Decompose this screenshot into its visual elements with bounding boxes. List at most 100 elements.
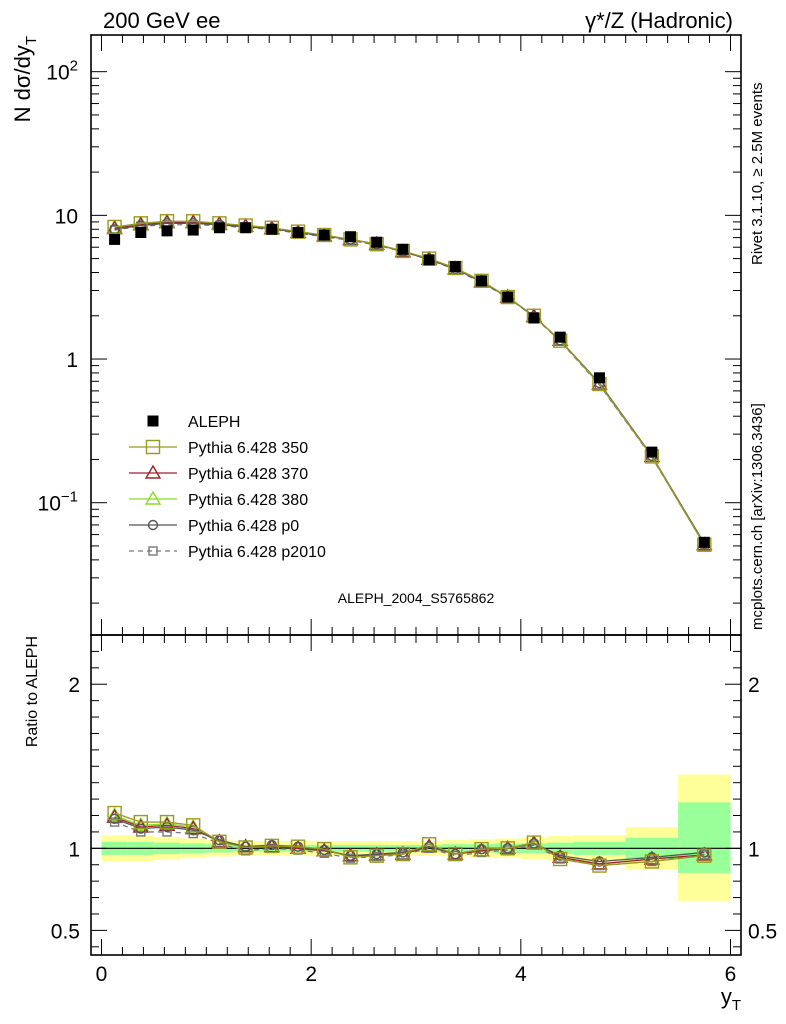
legend-label-data: ALEPH xyxy=(188,414,240,431)
point-data-9 xyxy=(344,231,356,243)
main-ytick-label-3: 102 xyxy=(46,58,78,85)
ratio-ytick-label-left-1: 1 xyxy=(68,838,80,861)
ratio-point-p350-3 xyxy=(186,818,201,833)
side-label-mcplots: mcplots.cern.ch [arXiv:1306.3436] xyxy=(749,403,766,630)
point-data-13 xyxy=(449,261,461,273)
legend-label-p370: Pythia 6.428 370 xyxy=(188,466,308,483)
point-data-2 xyxy=(161,225,173,237)
data-series xyxy=(106,213,713,873)
ratio-xlabel: yT xyxy=(721,984,741,1014)
point-data-19 xyxy=(646,446,658,458)
ratio-xtick-label-0: 0 xyxy=(96,963,108,986)
point-data-6 xyxy=(266,223,278,235)
ratio-bands xyxy=(91,774,741,901)
point-data-4 xyxy=(213,222,225,234)
point-data-5 xyxy=(240,222,252,234)
ratio-point-p0-0 xyxy=(109,813,120,824)
point-data-16 xyxy=(528,312,540,324)
series-main-data xyxy=(109,222,710,548)
axis-ticks xyxy=(91,35,741,955)
point-data-17 xyxy=(554,331,566,343)
ratio-point-p350-8 xyxy=(317,841,332,857)
point-data-3 xyxy=(187,224,199,236)
legend: ALEPH Pythia 6.428 350 Pythia 6.428 370 Pyt… xyxy=(129,414,326,561)
main-ytick-label-0: 10−1 xyxy=(38,489,78,516)
ratio-point-p350-20 xyxy=(697,848,712,863)
legend-label-p2010: Pythia 6.428 p2010 xyxy=(188,544,326,561)
ratio-point-p350-15 xyxy=(500,841,515,856)
ratio-line-p0 xyxy=(114,818,705,863)
point-data-0 xyxy=(109,233,121,245)
ratio-point-p0-6 xyxy=(266,839,278,851)
point-data-8 xyxy=(318,229,330,241)
legend-marker-p380 xyxy=(144,490,162,505)
point-p350-7 xyxy=(290,224,306,239)
point-p350-14 xyxy=(474,273,489,289)
legend-entry-p0: Pythia 6.428 p0 xyxy=(129,518,299,535)
labels: 200 GeV ee γ*/Z (Hadronic) Rivet 3.1.10,… xyxy=(10,8,777,1014)
ratio-point-p0-13 xyxy=(450,848,461,860)
ratio-xtick-label-1: 2 xyxy=(305,963,317,986)
legend-label-p380: Pythia 6.428 380 xyxy=(188,492,308,509)
ratio-point-p350-5 xyxy=(238,840,253,855)
ratio-point-p350-7 xyxy=(290,839,306,854)
legend-entry-p350: Pythia 6.428 350 xyxy=(129,439,308,457)
ratio-point-p350-2 xyxy=(159,814,175,830)
ratio-ytick-label-right-1: 1 xyxy=(748,838,760,861)
ratio-point-p350-18 xyxy=(592,858,607,873)
ratio-point-p350-16 xyxy=(526,835,542,850)
ratio-ytick-label-left-0: 0.5 xyxy=(51,920,80,943)
legend-entry-data: ALEPH xyxy=(147,414,240,431)
ratio-point-p350-17 xyxy=(552,851,568,867)
ratio-xtick-label-3: 6 xyxy=(725,963,737,986)
ratio-point-p350-6 xyxy=(264,838,280,854)
ratio-point-p350-11 xyxy=(395,846,411,862)
ratio-ylabel: Ratio to ALEPH xyxy=(24,636,41,747)
ratio-point-p350-14 xyxy=(474,841,489,857)
main-ytick-label-1: 1 xyxy=(66,349,78,372)
watermark: ALEPH_2004_S5765862 xyxy=(338,590,495,606)
point-data-20 xyxy=(698,536,710,548)
legend-entry-p2010: Pythia 6.428 p2010 xyxy=(129,544,326,561)
ratio-line-p350 xyxy=(114,812,705,867)
ratio-point-p350-0 xyxy=(107,805,122,821)
ratio-point-p350-19 xyxy=(644,854,660,869)
ratio-xtick-label-2: 4 xyxy=(515,963,527,986)
ratio-point-p350-4 xyxy=(212,834,227,849)
series-ratio-p350 xyxy=(107,805,712,873)
legend-marker-p370 xyxy=(144,464,162,479)
ratio-plot-frame xyxy=(90,634,742,956)
side-label-rivet: Rivet 3.1.10, ≥ 2.5M events xyxy=(749,83,766,266)
point-data-12 xyxy=(423,254,435,266)
band-inner-20 xyxy=(678,802,731,873)
legend-label-p350: Pythia 6.428 350 xyxy=(188,440,308,457)
ratio-ytick-label-left-2: 2 xyxy=(68,674,80,697)
ratio-point-p350-12 xyxy=(421,837,437,852)
point-p350-15 xyxy=(500,289,515,305)
ratio-ytick-label-right-2: 2 xyxy=(748,674,760,697)
main-ylabel: N dσ/dyT xyxy=(10,36,40,122)
header-left: 200 GeV ee xyxy=(103,8,220,33)
point-data-14 xyxy=(476,275,488,287)
ratio-point-p350-10 xyxy=(369,848,384,863)
legend-entry-p370: Pythia 6.428 370 xyxy=(129,464,308,483)
point-p350-0 xyxy=(107,219,122,235)
header-right: γ*/Z (Hadronic) xyxy=(585,8,733,33)
ratio-ytick-label-right-0: 0.5 xyxy=(748,920,777,943)
legend-marker-p0 xyxy=(147,519,159,531)
ratio-point-p0-20 xyxy=(699,847,710,858)
point-data-15 xyxy=(502,291,514,303)
point-p350-8 xyxy=(317,227,332,243)
legend-marker-p2010 xyxy=(148,546,158,556)
legend-label-p0: Pythia 6.428 p0 xyxy=(188,518,299,535)
ratio-point-p350-1 xyxy=(133,814,148,830)
ratio-point-p350-13 xyxy=(448,846,463,862)
main-ytick-label-2: 10 xyxy=(55,205,78,228)
point-data-1 xyxy=(135,226,147,238)
legend-marker-p350 xyxy=(145,439,161,455)
point-data-7 xyxy=(292,226,304,238)
legend-entry-p380: Pythia 6.428 380 xyxy=(129,490,308,509)
ratio-point-p350-9 xyxy=(343,850,358,865)
legend-marker-data xyxy=(147,415,159,427)
